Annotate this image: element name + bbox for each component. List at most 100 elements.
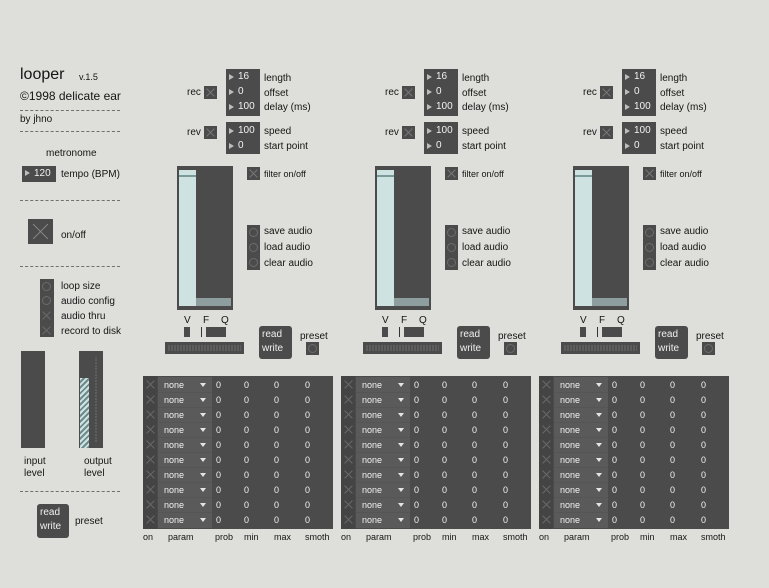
min-cell[interactable]: 0: [640, 440, 646, 450]
max-cell[interactable]: 0: [274, 470, 280, 480]
max-cell[interactable]: 0: [670, 485, 676, 495]
param-dropdown[interactable]: none: [362, 380, 383, 390]
min-cell[interactable]: 0: [640, 410, 646, 420]
length-number-box[interactable]: 16: [424, 70, 458, 84]
save-audio-button[interactable]: [247, 226, 260, 239]
row-on-toggle[interactable]: [540, 468, 553, 481]
param-dropdown[interactable]: none: [362, 395, 383, 405]
smoth-cell[interactable]: 0: [701, 410, 707, 420]
load-audio-button[interactable]: [445, 241, 458, 254]
volume-fader[interactable]: [179, 170, 196, 306]
prob-cell[interactable]: 0: [216, 410, 222, 420]
min-cell[interactable]: 0: [244, 380, 250, 390]
clear-audio-button[interactable]: [643, 256, 656, 269]
rec-toggle[interactable]: [600, 86, 613, 99]
param-dropdown[interactable]: none: [560, 395, 581, 405]
rec-toggle[interactable]: [204, 86, 217, 99]
v-slider[interactable]: [382, 327, 388, 337]
filter-toggle[interactable]: [445, 167, 458, 180]
filter-toggle[interactable]: [643, 167, 656, 180]
row-on-toggle[interactable]: [342, 423, 355, 436]
prob-cell[interactable]: 0: [612, 380, 618, 390]
max-cell[interactable]: 0: [670, 515, 676, 525]
speed-number-box[interactable]: 100: [226, 124, 260, 138]
param-dropdown[interactable]: none: [362, 500, 383, 510]
max-cell[interactable]: 0: [472, 410, 478, 420]
prob-cell[interactable]: 0: [414, 425, 420, 435]
smoth-cell[interactable]: 0: [305, 485, 311, 495]
smoth-cell[interactable]: 0: [305, 455, 311, 465]
param-dropdown[interactable]: none: [164, 410, 185, 420]
smoth-cell[interactable]: 0: [701, 380, 707, 390]
row-on-toggle[interactable]: [342, 453, 355, 466]
param-dropdown[interactable]: none: [164, 440, 185, 450]
row-on-toggle[interactable]: [144, 483, 157, 496]
max-cell[interactable]: 0: [274, 515, 280, 525]
onoff-toggle[interactable]: [28, 219, 53, 244]
row-on-toggle[interactable]: [342, 483, 355, 496]
max-cell[interactable]: 0: [274, 440, 280, 450]
param-dropdown[interactable]: none: [362, 470, 383, 480]
min-cell[interactable]: 0: [640, 515, 646, 525]
smoth-cell[interactable]: 0: [305, 470, 311, 480]
min-cell[interactable]: 0: [244, 515, 250, 525]
clear-audio-button[interactable]: [445, 256, 458, 269]
param-dropdown[interactable]: none: [164, 485, 185, 495]
f-slider[interactable]: [201, 327, 202, 337]
max-cell[interactable]: 0: [670, 440, 676, 450]
smoth-cell[interactable]: 0: [503, 395, 509, 405]
preset-button[interactable]: [504, 342, 517, 355]
smoth-cell[interactable]: 0: [701, 515, 707, 525]
f-slider[interactable]: [597, 327, 598, 337]
smoth-cell[interactable]: 0: [305, 395, 311, 405]
min-cell[interactable]: 0: [442, 500, 448, 510]
min-cell[interactable]: 0: [640, 455, 646, 465]
param-dropdown[interactable]: none: [164, 455, 185, 465]
max-cell[interactable]: 0: [472, 425, 478, 435]
smoth-cell[interactable]: 0: [701, 470, 707, 480]
max-cell[interactable]: 0: [472, 395, 478, 405]
row-on-toggle[interactable]: [342, 468, 355, 481]
read-write-button[interactable]: read write: [655, 326, 688, 359]
param-dropdown[interactable]: none: [560, 485, 581, 495]
max-cell[interactable]: 0: [274, 380, 280, 390]
max-cell[interactable]: 0: [274, 485, 280, 495]
smoth-cell[interactable]: 0: [503, 485, 509, 495]
start-point-number-box[interactable]: 0: [226, 139, 260, 153]
row-on-toggle[interactable]: [144, 378, 157, 391]
min-cell[interactable]: 0: [244, 470, 250, 480]
min-cell[interactable]: 0: [442, 470, 448, 480]
max-cell[interactable]: 0: [274, 500, 280, 510]
prob-cell[interactable]: 0: [612, 395, 618, 405]
smoth-cell[interactable]: 0: [701, 500, 707, 510]
pan-slider[interactable]: [363, 342, 442, 354]
prob-cell[interactable]: 0: [612, 410, 618, 420]
min-cell[interactable]: 0: [640, 485, 646, 495]
row-on-toggle[interactable]: [342, 513, 355, 526]
row-on-toggle[interactable]: [540, 423, 553, 436]
min-cell[interactable]: 0: [442, 485, 448, 495]
param-dropdown[interactable]: none: [164, 515, 185, 525]
row-on-toggle[interactable]: [540, 483, 553, 496]
rev-toggle[interactable]: [204, 126, 217, 139]
param-dropdown[interactable]: none: [362, 485, 383, 495]
prob-cell[interactable]: 0: [216, 395, 222, 405]
prob-cell[interactable]: 0: [612, 455, 618, 465]
min-cell[interactable]: 0: [244, 455, 250, 465]
save-audio-button[interactable]: [445, 226, 458, 239]
volume-fader[interactable]: [575, 170, 592, 306]
read-write-button[interactable]: read write: [37, 504, 69, 538]
param-dropdown[interactable]: none: [560, 500, 581, 510]
param-dropdown[interactable]: none: [560, 410, 581, 420]
row-on-toggle[interactable]: [144, 453, 157, 466]
loop-size-button[interactable]: [40, 280, 53, 293]
prob-cell[interactable]: 0: [612, 425, 618, 435]
min-cell[interactable]: 0: [244, 500, 250, 510]
row-on-toggle[interactable]: [540, 498, 553, 511]
param-dropdown[interactable]: none: [560, 425, 581, 435]
f-slider[interactable]: [399, 327, 400, 337]
offset-number-box[interactable]: 0: [424, 85, 458, 99]
param-dropdown[interactable]: none: [164, 500, 185, 510]
param-dropdown[interactable]: none: [560, 470, 581, 480]
prob-cell[interactable]: 0: [612, 515, 618, 525]
